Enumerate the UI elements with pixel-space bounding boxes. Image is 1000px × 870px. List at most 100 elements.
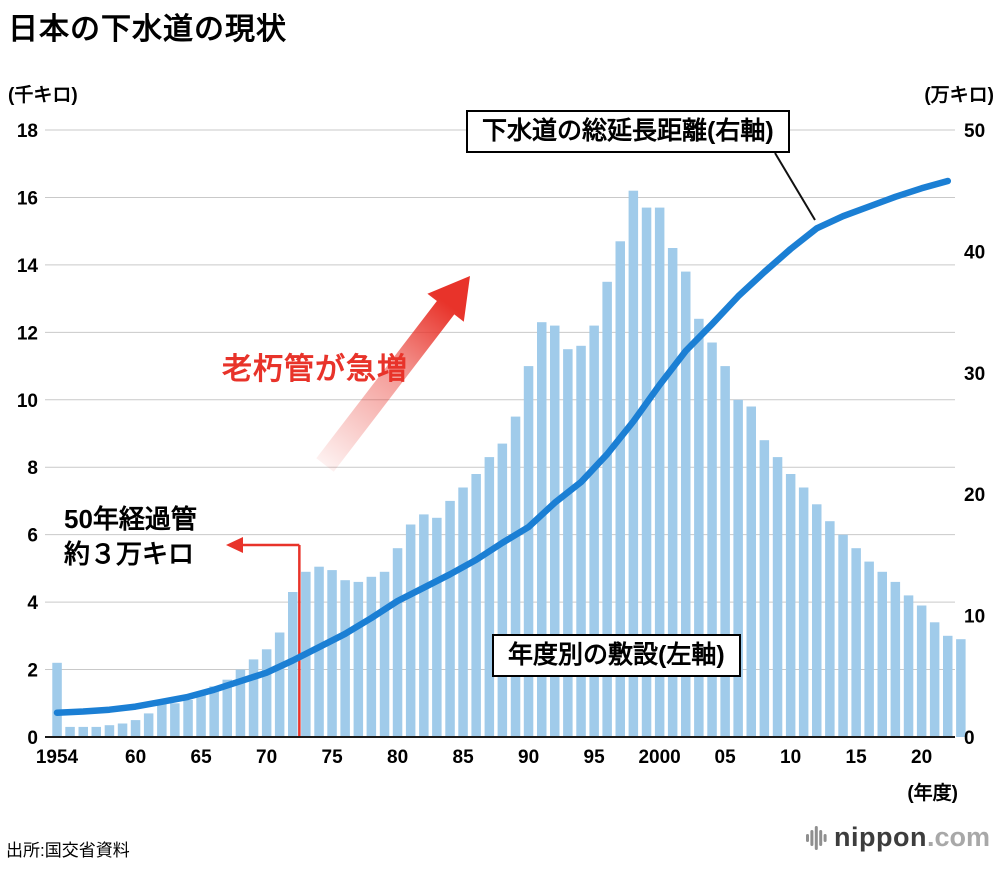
bar-2023 (956, 639, 966, 737)
x-tick-label-1954: 1954 (36, 747, 79, 768)
bar-1972 (288, 592, 298, 737)
callout-pointer-line (774, 152, 816, 221)
logo-suffix: .com (926, 822, 990, 852)
x-tick-label-2010: 10 (780, 747, 801, 768)
bar-1991 (537, 322, 547, 737)
bar-1961 (143, 713, 154, 737)
bar-series-label: 年度別の敷設(左軸) (492, 634, 741, 678)
total-length-line (53, 177, 952, 716)
left-tick-label: 0 (27, 728, 38, 749)
bar-1975 (327, 570, 337, 737)
bar-2012 (812, 504, 822, 737)
bar-1976 (340, 580, 350, 737)
bar-1999 (641, 207, 652, 738)
right-axis-unit: (万キロ) (924, 85, 994, 106)
right-tick-label: 30 (964, 364, 985, 385)
bar-2003 (694, 318, 704, 737)
bar-2016 (864, 561, 874, 737)
bar-1985 (458, 487, 468, 737)
bar-1974 (314, 566, 324, 737)
fifty-year-arrowhead-icon (226, 537, 243, 553)
left-axis-unit: (千キロ) (8, 85, 78, 106)
bar-1965 (196, 694, 206, 737)
bar-2013 (825, 521, 835, 737)
bar-2011 (798, 487, 809, 737)
bar-2022 (943, 635, 953, 737)
x-tick-label-1970: 70 (256, 747, 277, 768)
bar-2002 (681, 271, 691, 737)
bar-2005 (720, 366, 730, 737)
line-series-label: 下水道の総延長距離(右軸) (466, 110, 790, 154)
bar-1981 (405, 524, 416, 737)
nippon-logo: nippon.com (806, 822, 990, 853)
right-tick-label: 40 (964, 242, 985, 263)
x-axis-unit: (年度) (907, 783, 958, 804)
x-tick-label-1960: 60 (125, 747, 146, 768)
right-tick-label: 10 (964, 607, 985, 628)
bar-1978 (366, 576, 377, 737)
right-tick-label: 0 (964, 728, 975, 749)
bar-2018 (890, 581, 901, 737)
left-tick-label: 8 (27, 458, 38, 479)
left-tick-label: 10 (17, 391, 38, 412)
bar-1966 (209, 686, 219, 737)
left-tick-label: 18 (17, 121, 38, 142)
bar-2001 (667, 248, 678, 737)
bar-2017 (877, 571, 887, 737)
left-tick-label: 14 (17, 256, 39, 277)
bar-1984 (445, 500, 455, 737)
fifty-year-annotation-line1: 50年経過管 (64, 504, 197, 534)
bar-1963 (170, 703, 180, 737)
bar-2019 (903, 595, 914, 737)
aging-pipes-label: 老朽管が急増 (222, 353, 408, 386)
bar-1990 (523, 366, 534, 737)
bar-1983 (432, 517, 442, 737)
x-tick-label-2000: 2000 (638, 747, 680, 768)
x-tick-label-2005: 05 (715, 747, 737, 768)
bar-1955 (65, 726, 75, 737)
bar-1968 (235, 669, 246, 737)
bar-1969 (248, 659, 259, 737)
x-tick-label-1990: 90 (518, 747, 539, 768)
bar-1982 (419, 514, 429, 737)
bar-1971 (274, 632, 285, 737)
bar-1956 (78, 726, 88, 737)
bar-1964 (183, 699, 193, 737)
bar-1962 (157, 699, 167, 737)
bar-2007 (746, 406, 756, 737)
x-tick-label-1985: 85 (453, 747, 475, 768)
bar-1989 (510, 416, 521, 737)
bar-2000 (654, 207, 665, 738)
bar-1980 (392, 548, 403, 737)
fifty-year-annotation-line2: 約３万キロ (64, 539, 195, 570)
bar-1994 (576, 345, 586, 737)
bar-1957 (91, 726, 101, 737)
left-tick-label: 12 (17, 323, 38, 344)
bar-1986 (471, 474, 481, 737)
bar-1995 (589, 325, 599, 737)
bar-1998 (628, 190, 639, 737)
bar-1997 (615, 241, 625, 738)
surge-arrow-icon (316, 276, 470, 472)
bar-1967 (222, 679, 232, 737)
bar-1958 (104, 725, 115, 737)
bar-2014 (838, 534, 848, 737)
page-title: 日本の下水道の現状 (8, 13, 287, 46)
bar-2015 (851, 548, 861, 737)
source-note: 出所:国交省資料 (6, 841, 130, 860)
bar-1987 (484, 457, 495, 737)
bar-2021 (929, 622, 940, 737)
bar-2008 (759, 440, 770, 737)
bar-1959 (117, 723, 128, 737)
bar-2010 (785, 474, 796, 737)
bar-1970 (261, 649, 272, 737)
x-tick-label-2020: 20 (911, 747, 932, 768)
bar-1954 (52, 662, 62, 737)
bar-1979 (379, 571, 390, 737)
bar-1960 (130, 720, 141, 737)
bar-1988 (497, 443, 508, 737)
bar-1992 (550, 325, 560, 737)
left-tick-label: 6 (27, 526, 38, 547)
